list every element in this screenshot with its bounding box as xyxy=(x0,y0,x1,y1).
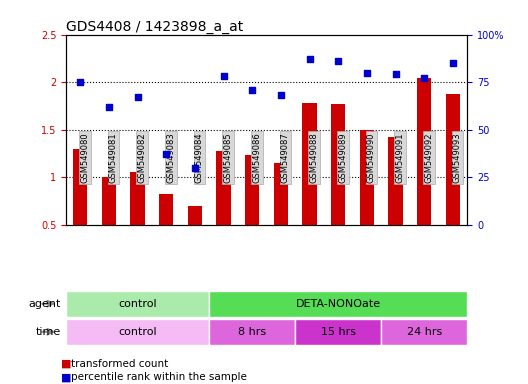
Bar xyxy=(389,137,403,225)
Bar xyxy=(216,151,231,225)
Bar xyxy=(446,94,460,225)
Text: 24 hrs: 24 hrs xyxy=(407,327,442,337)
Bar xyxy=(331,104,345,225)
Text: ■: ■ xyxy=(61,359,71,369)
Text: GDS4408 / 1423898_a_at: GDS4408 / 1423898_a_at xyxy=(66,20,243,33)
Bar xyxy=(274,163,288,225)
Bar xyxy=(209,319,295,345)
Text: 8 hrs: 8 hrs xyxy=(238,327,266,337)
Text: GSM549084: GSM549084 xyxy=(195,132,204,183)
Text: GSM549088: GSM549088 xyxy=(309,132,318,183)
Point xyxy=(420,75,429,81)
Bar xyxy=(159,194,174,225)
Point xyxy=(391,71,400,78)
Text: 15 hrs: 15 hrs xyxy=(321,327,356,337)
Text: GSM549092: GSM549092 xyxy=(425,132,433,183)
Point xyxy=(191,165,199,171)
Text: transformed count: transformed count xyxy=(71,359,168,369)
Text: GSM549086: GSM549086 xyxy=(252,132,261,183)
Bar xyxy=(245,155,259,225)
Point xyxy=(76,79,84,85)
Text: GSM549093: GSM549093 xyxy=(453,132,462,183)
Point xyxy=(220,73,228,79)
Text: GSM549083: GSM549083 xyxy=(166,132,175,183)
Text: agent: agent xyxy=(29,299,61,309)
Bar xyxy=(66,319,209,345)
Point xyxy=(363,70,371,76)
Text: time: time xyxy=(35,327,61,337)
Bar xyxy=(303,103,317,225)
Text: control: control xyxy=(118,327,157,337)
Point xyxy=(305,56,314,62)
Bar xyxy=(188,206,202,225)
Point xyxy=(334,58,343,64)
Text: GSM549080: GSM549080 xyxy=(80,132,89,183)
Text: GSM549090: GSM549090 xyxy=(367,132,376,183)
Bar xyxy=(381,319,467,345)
Point xyxy=(277,92,285,98)
Text: GSM549082: GSM549082 xyxy=(138,132,147,183)
Text: GSM549089: GSM549089 xyxy=(338,132,347,183)
Bar xyxy=(130,172,145,225)
Bar xyxy=(360,130,374,225)
Bar xyxy=(66,291,209,317)
Text: GSM549087: GSM549087 xyxy=(281,132,290,183)
Text: GSM549091: GSM549091 xyxy=(395,132,404,183)
Bar xyxy=(209,291,467,317)
Text: GSM549081: GSM549081 xyxy=(109,132,118,183)
Text: percentile rank within the sample: percentile rank within the sample xyxy=(71,372,247,382)
Point xyxy=(449,60,457,66)
Text: DETA-NONOate: DETA-NONOate xyxy=(296,299,381,309)
Bar xyxy=(417,78,431,225)
Text: control: control xyxy=(118,299,157,309)
Bar xyxy=(73,149,88,225)
Text: ■: ■ xyxy=(61,372,71,382)
Point xyxy=(248,87,257,93)
Bar xyxy=(295,319,381,345)
Text: GSM549085: GSM549085 xyxy=(224,132,233,183)
Point xyxy=(134,94,142,100)
Point xyxy=(105,104,113,110)
Bar xyxy=(102,177,116,225)
Point xyxy=(162,151,171,157)
